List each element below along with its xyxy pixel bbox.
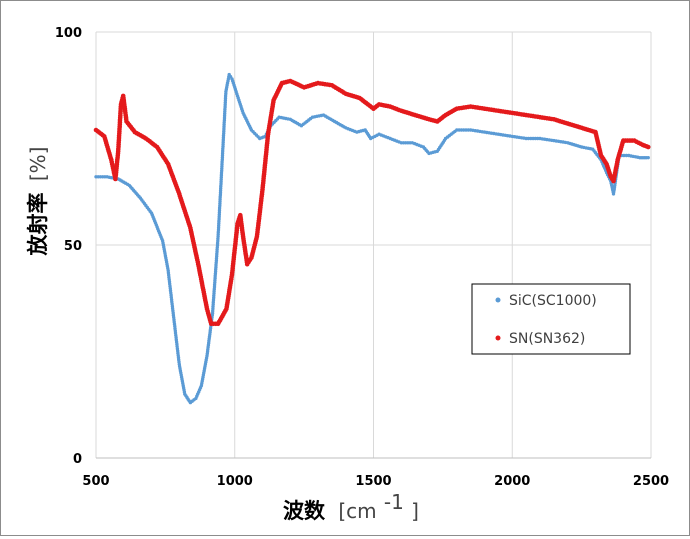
legend: SiC(SC1000) SN(SN362) — [471, 283, 631, 355]
series-sn — [93, 78, 651, 327]
legend-marker-sic — [495, 297, 501, 303]
series-layer — [93, 72, 651, 405]
x-tick-label: 2500 — [633, 474, 669, 489]
y-tick-label: 100 — [55, 26, 82, 41]
legend-label-sic: SiC(SC1000) — [509, 293, 597, 309]
x-axis-unit-exponent: -1 — [384, 490, 404, 514]
data-point — [646, 155, 650, 160]
legend-box — [471, 283, 631, 355]
data-point — [624, 153, 629, 158]
data-point — [622, 153, 626, 158]
y-axis-unit: [%] — [26, 147, 50, 182]
legend-marker-sn — [495, 335, 501, 341]
data-point — [526, 136, 531, 141]
legend-label-sn: SN(SN362) — [509, 331, 585, 347]
x-axis-label: 波数 — [283, 499, 326, 523]
x-tick-label: 1000 — [217, 474, 253, 489]
x-tick-label: 2000 — [494, 474, 530, 489]
x-tick-label: 1500 — [355, 474, 391, 489]
x-axis-unit-open: [cm — [338, 499, 376, 523]
y-axis-label: 放射率 — [26, 192, 50, 256]
y-tick-labels: 0 50 100 — [55, 26, 82, 467]
x-axis-unit-close: ] — [411, 499, 419, 523]
grid-lines — [95, 31, 652, 459]
x-axis-title: 波数 [cm -1 ] — [283, 490, 419, 523]
data-point — [645, 144, 651, 150]
x-tick-labels: 500 1000 1500 2000 2500 — [82, 474, 669, 489]
y-axis-title: 放射率 [%] — [26, 147, 50, 257]
x-tick-label: 500 — [82, 474, 109, 489]
y-tick-label: 50 — [64, 239, 82, 254]
y-tick-label: 0 — [73, 452, 82, 467]
